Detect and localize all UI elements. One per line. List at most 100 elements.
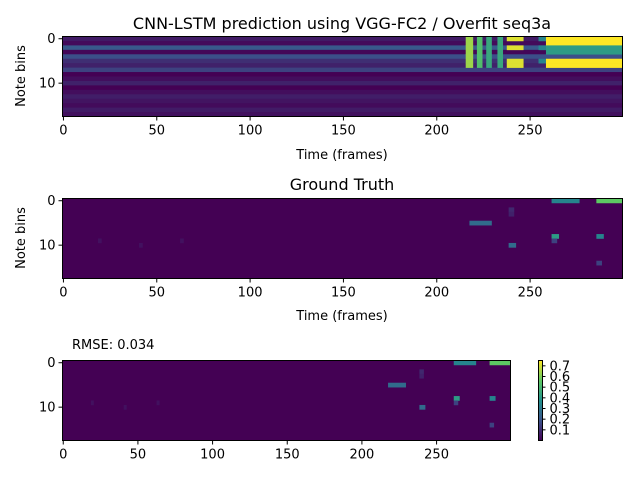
heatmap-cell [486,49,492,55]
heatmap-cell [97,238,102,244]
x-tick-label: 150 [275,448,300,463]
heatmap-cell [465,54,474,60]
x-tick-label: 150 [331,124,356,139]
heatmap-row-cell [62,85,623,91]
heatmap-row-cell [62,107,623,113]
colorbar-ticks: 0.10.20.30.40.50.60.7 [542,359,571,438]
x-tick-label: 50 [148,286,165,301]
difference-heatmap [62,360,511,441]
heatmap-cell [551,198,580,204]
y-tick-label: 10 [39,239,56,254]
x-tick-label: 100 [238,124,263,139]
heatmap-cell [465,40,474,46]
heatmap-cell [465,63,474,68]
prediction-ticks: 0 50 100 150 200 250 0 10 [39,32,543,138]
heatmap-cell [506,36,524,42]
heatmap-cell [465,45,474,51]
heatmap-cell [486,40,492,46]
heatmap-cell [545,63,623,68]
ground-truth-panel: Ground Truth 0 50 100 150 200 250 0 10 Time (fr… [14,175,623,324]
heatmap-background [62,198,623,279]
prediction-panel: CNN-LSTM prediction using VGG-FC2 / Over… [14,14,623,163]
colorbar-tick-label: 0.5 [550,381,571,396]
colorbar-tick-label: 0.1 [550,423,571,438]
colorbar-tick-label: 0.6 [550,370,571,385]
heatmap-cell [388,382,406,388]
heatmap-cell [596,260,602,266]
heatmap-cell [469,220,492,226]
heatmap-cell [596,234,604,239]
x-tick-label: 200 [349,448,374,463]
heatmap-cell [489,360,511,366]
heatmap-background [62,360,511,441]
heatmap-row-cell [62,63,623,68]
heatmap-cell [538,45,546,51]
difference-panel: RMSE: 0.034 0 50 100 150 200 250 0 10 0.10.20.3… [39,338,570,463]
y-tick-label: 0 [47,32,55,47]
heatmap-cell [489,422,495,428]
heatmap-cell [453,360,477,366]
heatmap-cell [497,63,504,68]
heatmap-cell [465,36,474,42]
heatmap-cell [545,36,623,42]
heatmap-row-cell [62,67,623,73]
heatmap-cell [156,400,160,406]
heatmap-cell [180,238,184,244]
prediction-title: CNN-LSTM prediction using VGG-FC2 / Over… [133,14,551,33]
heatmap-cell [476,40,483,46]
heatmap-cell [419,404,426,410]
heatmap-cell [596,198,623,204]
heatmap-cell [551,238,558,244]
rmse-annotation: RMSE: 0.034 [72,338,154,353]
heatmap-cell [508,211,515,217]
ground-truth-xlabel: Time (frames) [295,309,387,324]
x-tick-label: 0 [59,286,67,301]
heatmap-cell [545,45,623,51]
heatmap-row-cell [62,58,623,64]
heatmap-cell [465,58,474,64]
difference-ticks: 0 50 100 150 200 250 0 10 [39,356,449,462]
heatmap-cell [486,63,492,68]
difference-axes-frame [62,360,511,441]
heatmap-cell [139,242,143,248]
heatmap-row-cell [62,80,623,86]
heatmap-row-cell [62,94,623,100]
heatmap-row-cell [62,45,623,51]
x-tick-label: 100 [238,286,263,301]
heatmap-cell [453,400,459,406]
heatmap-cell [453,396,460,401]
heatmap-row-cell [62,72,623,77]
heatmap-cell [486,58,492,64]
x-tick-label: 50 [130,448,147,463]
heatmap-cell [419,369,424,375]
heatmap-cell [545,40,623,46]
heatmap-cell [497,40,504,46]
heatmap-cell [486,54,492,60]
heatmap-cell [497,45,504,51]
heatmap-cell [551,234,560,239]
ground-truth-ticks: 0 50 100 150 200 250 0 10 [39,194,543,300]
heatmap-cell [538,58,546,64]
prediction-xlabel: Time (frames) [295,148,387,163]
heatmap-cell [538,36,546,42]
y-tick-label: 10 [39,401,56,416]
x-tick-label: 100 [200,448,225,463]
heatmap-cell [489,396,496,401]
colorbar-tick-label: 0.7 [550,359,571,374]
colorbar-gradient [538,360,543,441]
heatmap-cell [476,45,483,51]
colorbar-tick-label: 0.4 [550,391,571,406]
heatmap-cell [465,49,474,55]
heatmap-row-cell [62,103,623,108]
heatmap-cell [545,49,623,55]
heatmap-cell [497,36,504,42]
y-tick-label: 0 [47,194,55,209]
ground-truth-ylabel: Note bins [14,207,29,269]
heatmap-cell [497,58,504,64]
heatmap-row-cell [62,36,623,42]
prediction-heatmap [62,36,623,117]
heatmap-cell [476,63,483,68]
heatmap-row-cell [62,40,623,46]
prediction-axes-frame [62,36,623,117]
